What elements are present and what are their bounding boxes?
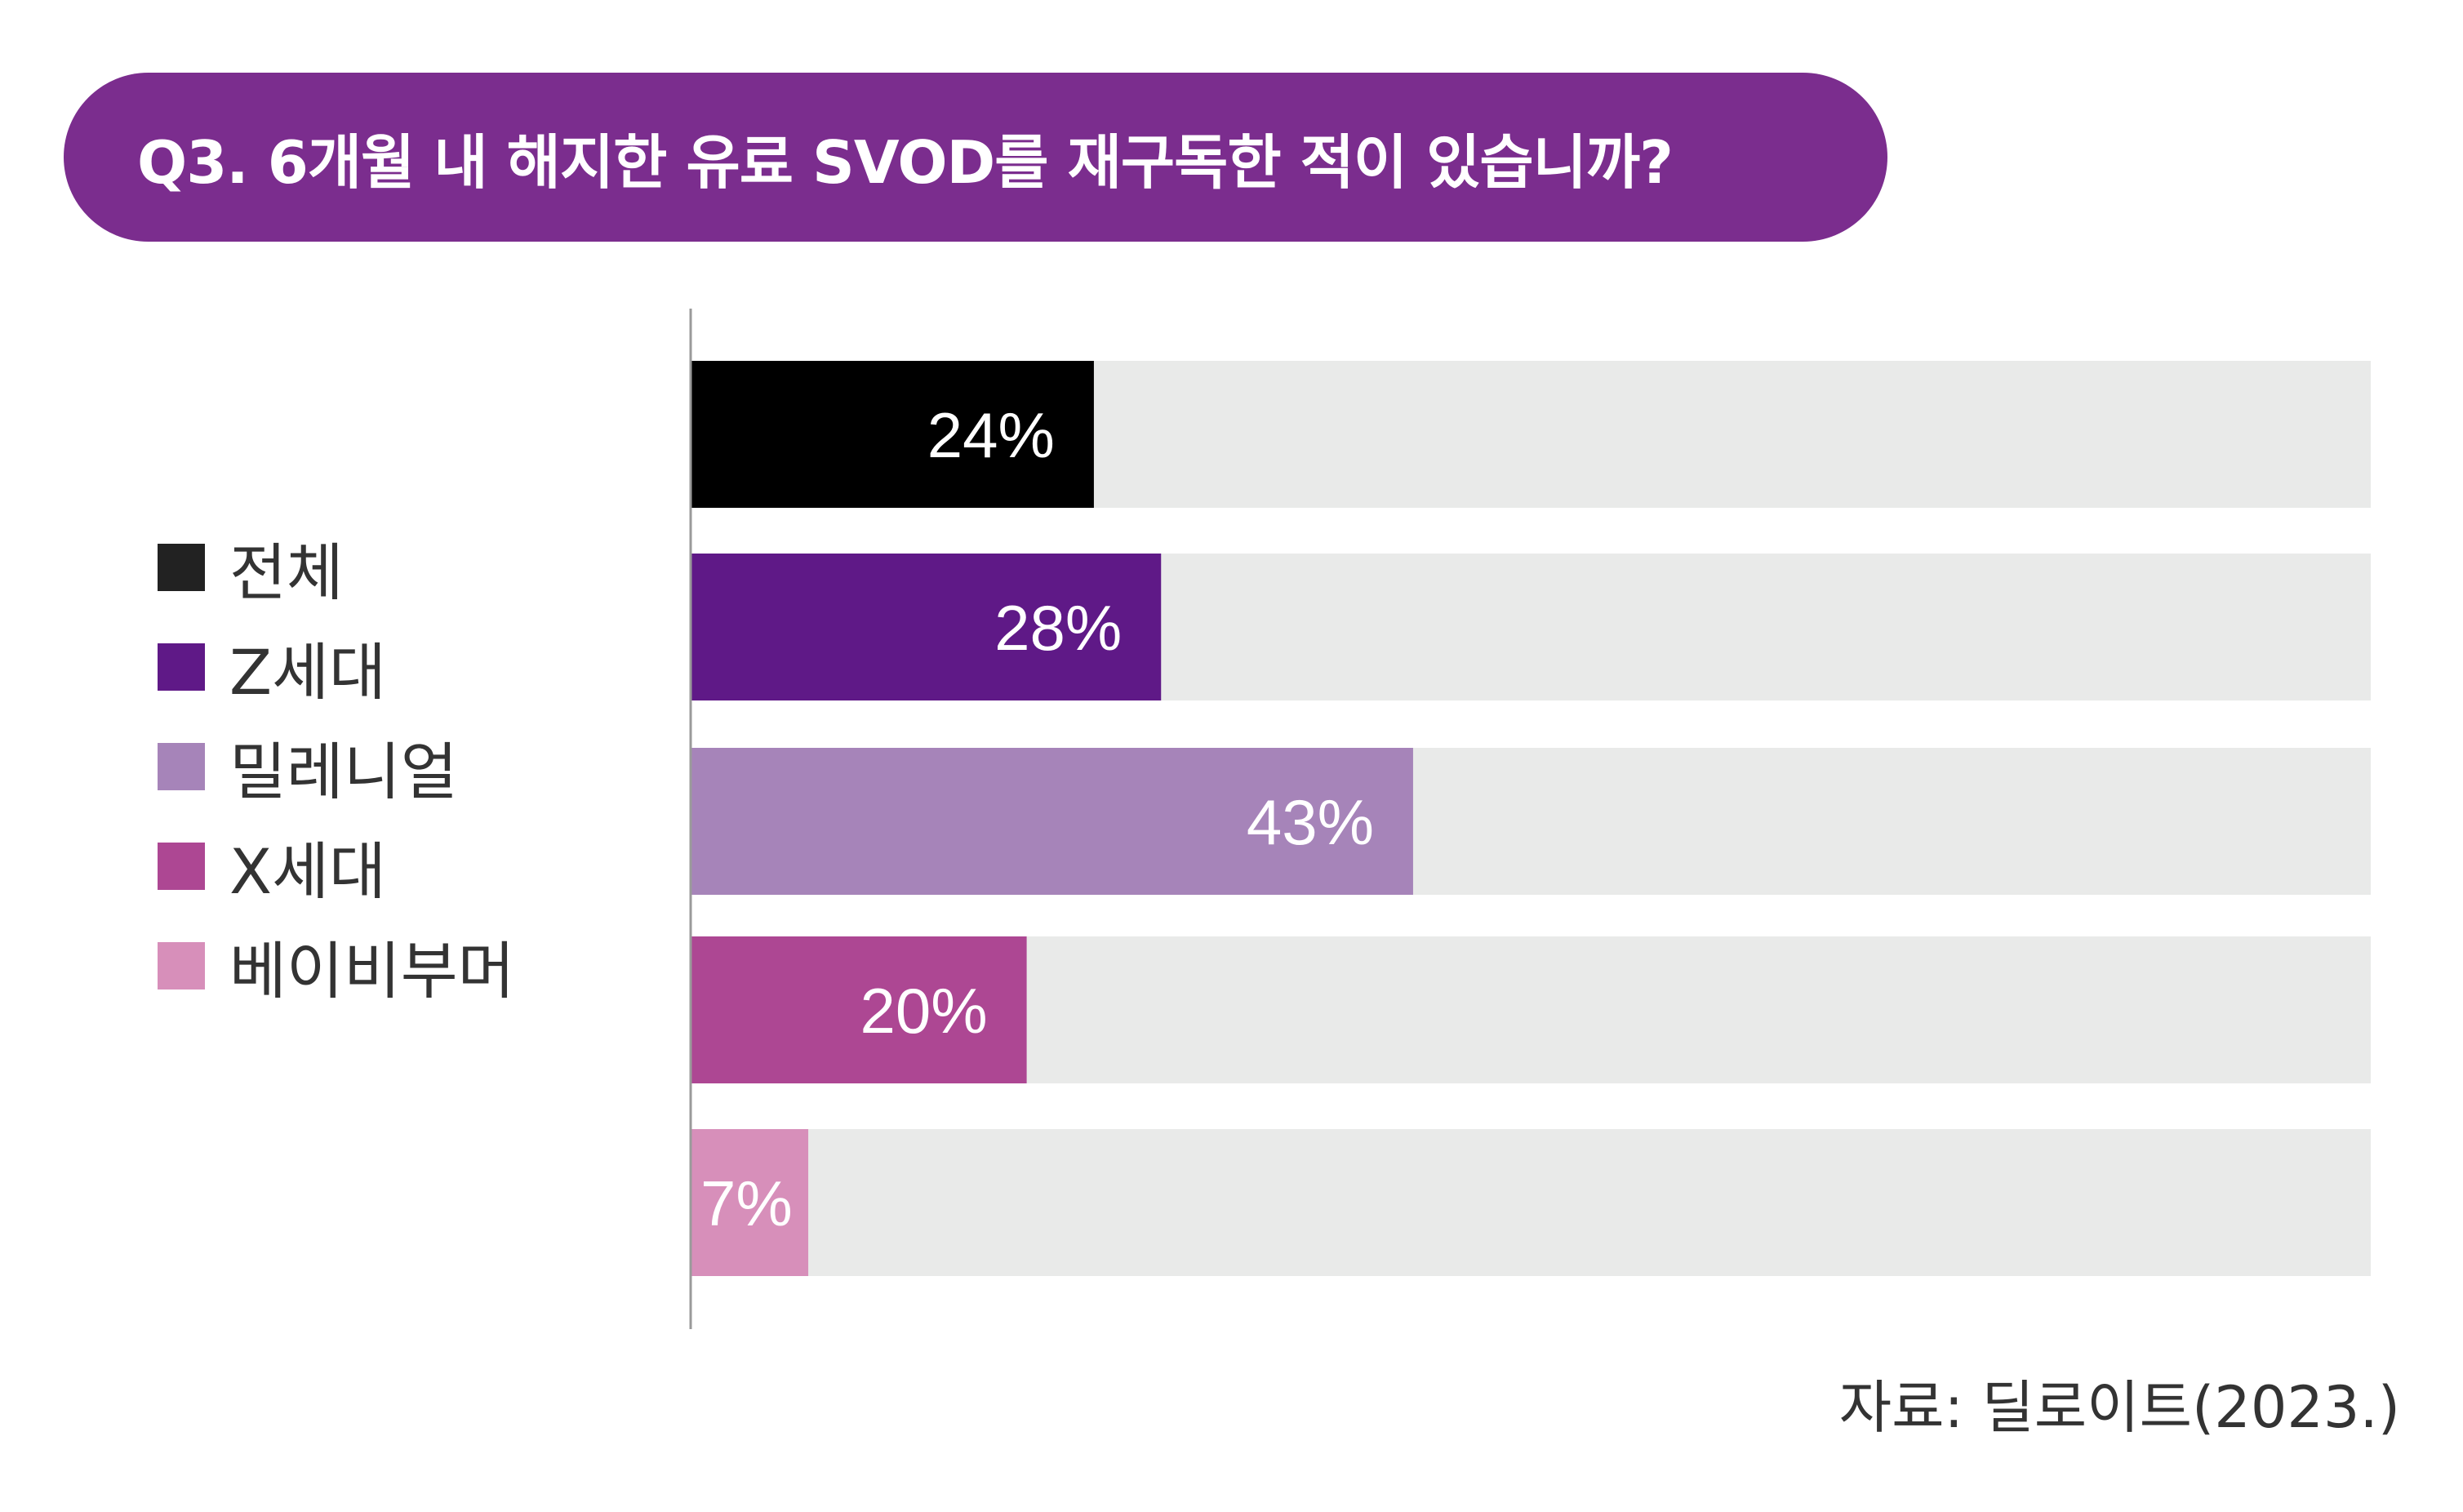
legend-item-gen-z: Z세대 — [158, 622, 386, 712]
chart-title: Q3. 6개월 내 해지한 유료 SVOD를 재구독한 적이 있습니까? — [137, 128, 1674, 197]
legend-swatch — [158, 743, 205, 790]
legend-item-gen-x: X세대 — [158, 821, 386, 911]
bar — [691, 361, 1094, 508]
legend-swatch — [158, 942, 205, 989]
legend-swatch — [158, 843, 205, 890]
legend-item-baby-boomer: 베이비부머 — [158, 921, 515, 1011]
legend-label: 베이비부머 — [229, 935, 515, 1007]
legend-swatch — [158, 643, 205, 691]
legend-label: 밀레니얼 — [229, 736, 458, 808]
legend-swatch — [158, 544, 205, 591]
data-label: 20% — [860, 975, 987, 1047]
legend-label: 전체 — [229, 536, 344, 609]
data-label: 28% — [994, 592, 1122, 664]
data-label: 43% — [1247, 786, 1374, 858]
bar — [691, 936, 1027, 1083]
legend-item-total: 전체 — [158, 523, 344, 612]
bar — [691, 748, 1413, 895]
data-label: 24% — [927, 399, 1055, 471]
legend-item-millennial: 밀레니얼 — [158, 722, 458, 812]
source-note: 자료: 딜로이트(2023.) — [1838, 1374, 2400, 1441]
bar-track — [691, 1129, 2371, 1276]
legend-label: X세대 — [229, 835, 386, 908]
bar — [691, 554, 1162, 700]
title-banner: Q3. 6개월 내 해지한 유료 SVOD를 재구독한 적이 있습니까? — [64, 73, 1887, 242]
legend-label: Z세대 — [229, 636, 386, 709]
bar — [691, 1129, 809, 1276]
data-label: 7% — [700, 1167, 793, 1239]
